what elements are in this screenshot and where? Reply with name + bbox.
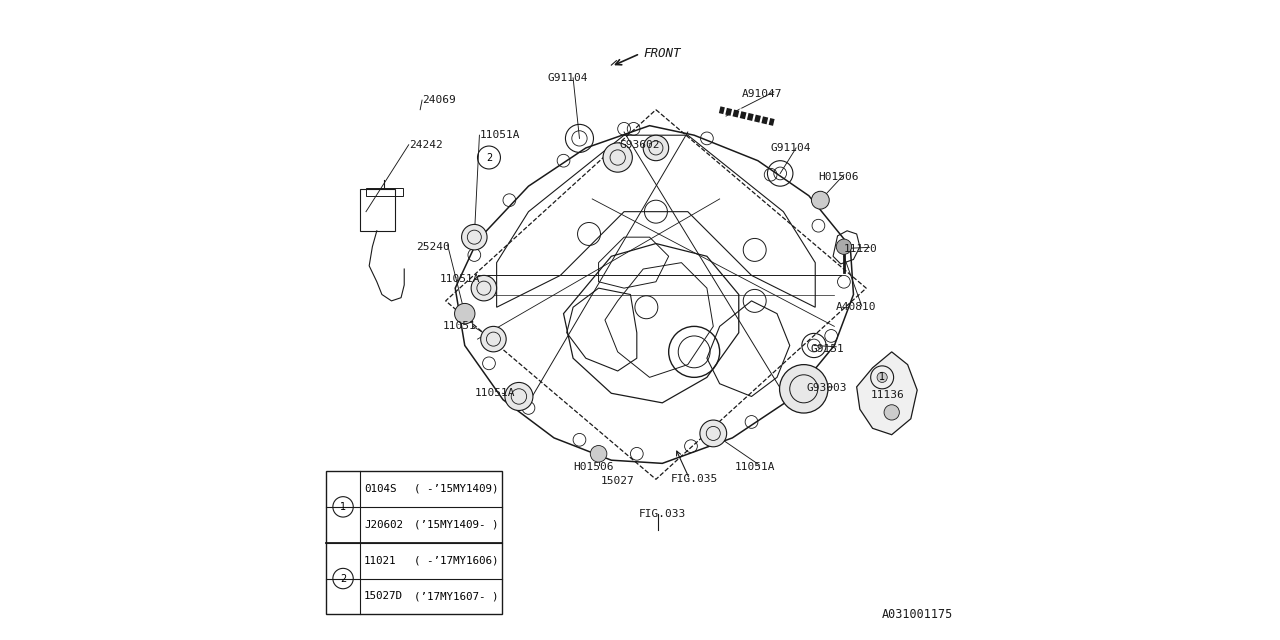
Text: A031001175: A031001175 — [882, 608, 954, 621]
Text: 11051: 11051 — [443, 321, 476, 332]
Text: (’17MY1607- ): (’17MY1607- ) — [413, 591, 498, 602]
Circle shape — [481, 326, 506, 352]
Text: J20602: J20602 — [364, 520, 403, 530]
Circle shape — [603, 143, 632, 172]
Text: ( -’17MY1606): ( -’17MY1606) — [413, 556, 498, 566]
Text: H01506: H01506 — [818, 172, 859, 182]
Circle shape — [462, 225, 488, 250]
Text: A40810: A40810 — [836, 302, 877, 312]
Circle shape — [812, 191, 829, 209]
Text: ( -’15MY1409): ( -’15MY1409) — [413, 484, 498, 494]
Text: 0104S: 0104S — [364, 484, 397, 494]
Text: 24069: 24069 — [422, 95, 456, 105]
Circle shape — [643, 135, 668, 161]
Text: H01506: H01506 — [573, 461, 613, 472]
Text: 11120: 11120 — [844, 244, 878, 253]
Bar — [326, 471, 502, 614]
Circle shape — [877, 372, 887, 383]
Text: 24242: 24242 — [408, 140, 443, 150]
Text: G9151: G9151 — [810, 344, 845, 354]
Circle shape — [454, 303, 475, 324]
Text: FIG.033: FIG.033 — [639, 509, 686, 519]
Text: 25240: 25240 — [416, 242, 449, 252]
Circle shape — [836, 239, 851, 254]
Text: 2: 2 — [486, 152, 492, 163]
Text: G91104: G91104 — [548, 73, 588, 83]
Circle shape — [780, 365, 828, 413]
Text: 1: 1 — [340, 502, 346, 512]
Text: 11051A: 11051A — [480, 130, 520, 140]
Text: 11051A: 11051A — [475, 388, 515, 398]
Text: G91104: G91104 — [771, 143, 812, 153]
Text: 15027D: 15027D — [364, 591, 403, 602]
Text: 1: 1 — [879, 372, 886, 382]
Text: 15027: 15027 — [600, 476, 635, 486]
Circle shape — [471, 275, 497, 301]
Bar — [366, 188, 403, 196]
Text: FIG.035: FIG.035 — [671, 474, 718, 484]
Bar — [360, 189, 394, 231]
Text: 11051A: 11051A — [439, 273, 480, 284]
Text: G93602: G93602 — [620, 140, 660, 150]
Circle shape — [590, 445, 607, 462]
Text: 11051A: 11051A — [735, 461, 774, 472]
Text: 2: 2 — [340, 573, 346, 584]
Text: 11021: 11021 — [364, 556, 397, 566]
Polygon shape — [856, 352, 918, 435]
Circle shape — [884, 404, 900, 420]
Text: A91047: A91047 — [742, 89, 782, 99]
Circle shape — [504, 383, 532, 410]
Text: (’15MY1409- ): (’15MY1409- ) — [413, 520, 498, 530]
Text: G93003: G93003 — [806, 383, 847, 393]
Text: FRONT: FRONT — [643, 47, 681, 60]
Circle shape — [700, 420, 727, 447]
Text: 11136: 11136 — [870, 390, 905, 399]
